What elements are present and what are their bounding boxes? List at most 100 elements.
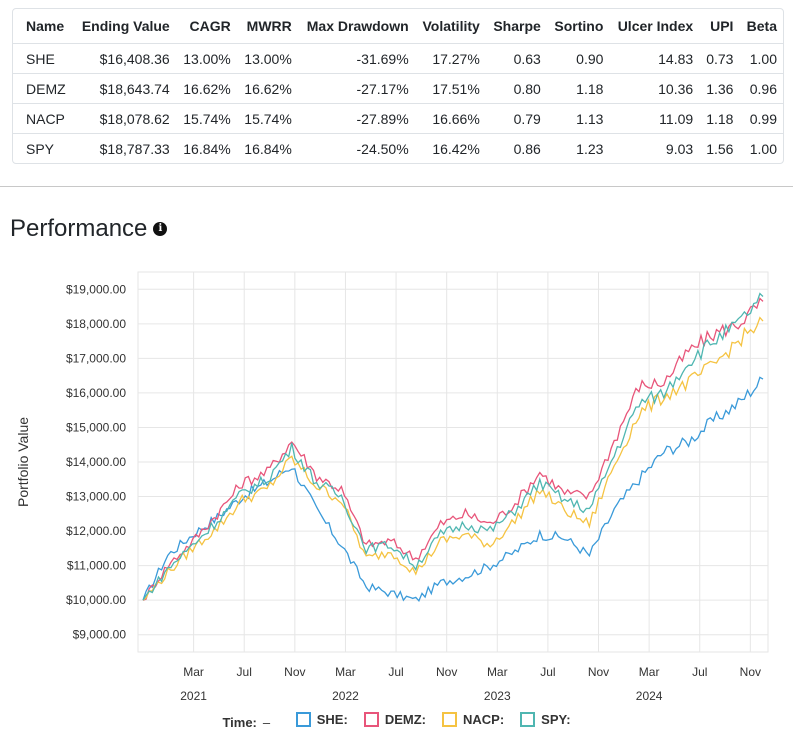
table-cell: 13.00% (236, 43, 298, 74)
info-circle-icon[interactable]: i (153, 222, 168, 236)
table-cell: 0.90 (546, 43, 610, 74)
x-tick-year-label: 2023 (484, 689, 511, 703)
y-tick-label: $17,000.00 (66, 351, 126, 365)
table-cell: NACP (13, 103, 74, 134)
table-cell: 16.62% (236, 73, 298, 104)
legend-series-list: SHE: DEMZ: NACP: SPY: (288, 712, 579, 730)
legend-time[interactable]: Time: – (222, 715, 276, 730)
table-cell: $18,078.62 (73, 103, 176, 134)
y-tick-label: $19,000.00 (66, 282, 126, 296)
y-tick-label: $16,000.00 (66, 386, 126, 400)
column-header[interactable]: Beta (746, 18, 777, 34)
column-header[interactable]: Volatility (422, 18, 480, 34)
legend-item-spy[interactable]: SPY: (520, 712, 571, 727)
x-tick-label: Mar (335, 665, 356, 679)
table-cell: 17.27% (414, 43, 486, 74)
table-cell: 1.36 (699, 73, 740, 104)
metrics-table-grid: Name Ending Value CAGR MWRR Max Drawdown Vola… (13, 9, 783, 163)
table-cell: 13.00% (175, 43, 237, 74)
table-row: SPY $18,787.33 16.84% 16.84% -24.50% 16.42% 0.… (13, 133, 783, 163)
series-line-demz (142, 297, 764, 601)
table-cell: $18,643.74 (73, 73, 176, 104)
series-line-nacp (142, 316, 764, 601)
legend-swatch (441, 712, 457, 727)
section-divider (0, 186, 793, 187)
table-row: NACP $18,078.62 15.74% 15.74% -27.89% 16.66% 0… (13, 103, 783, 134)
table-cell: 0.73 (699, 43, 740, 74)
page-title: Performance (10, 215, 148, 242)
table-cell: 16.84% (236, 133, 298, 163)
table-cell: 16.66% (414, 103, 486, 134)
x-tick-year-label: 2021 (180, 689, 207, 703)
legend-item-demz[interactable]: DEMZ: (363, 712, 426, 727)
x-tick-label: Nov (284, 665, 305, 679)
table-cell: DEMZ (13, 73, 74, 104)
table-cell: 10.36 (609, 73, 700, 104)
series-line-she (142, 376, 764, 602)
table-cell: 0.80 (485, 73, 547, 104)
column-header[interactable]: Ulcer Index (617, 18, 694, 34)
legend-item-nacp[interactable]: NACP: (441, 712, 505, 727)
table-cell: 0.63 (485, 43, 547, 74)
column-header[interactable]: Name (26, 18, 65, 34)
table-cell: 14.83 (609, 43, 700, 74)
column-header[interactable]: Max Drawdown (306, 18, 409, 34)
chart-legend: Time: – SHE: DEMZ: NACP: SPY: (0, 712, 793, 730)
table-body: SHE $16,408.36 13.00% 13.00% -31.69% 17.27% 0.… (13, 43, 783, 163)
table-cell: 1.23 (546, 133, 610, 163)
x-tick-label: Mar (183, 665, 204, 679)
legend-swatch (520, 712, 536, 727)
legend-item-she[interactable]: SHE: (295, 712, 348, 727)
legend-time-dash: – (262, 715, 271, 730)
x-tick-year-label: 2024 (636, 689, 663, 703)
column-header[interactable]: Sortino (554, 18, 604, 34)
y-tick-label: $13,000.00 (66, 490, 126, 504)
table-cell: -27.89% (297, 103, 415, 134)
section-heading: Performance i (10, 215, 168, 243)
legend-label: SHE: (316, 712, 348, 727)
table-cell: $16,408.36 (73, 43, 176, 74)
x-tick-label: Jul (237, 665, 252, 679)
column-header[interactable]: CAGR (189, 18, 231, 34)
table-cell: 1.56 (699, 133, 740, 163)
column-header[interactable]: Ending Value (81, 18, 170, 34)
table-cell: 0.86 (485, 133, 547, 163)
table-cell: 0.79 (485, 103, 547, 134)
legend-swatch (363, 712, 379, 727)
table-cell: 9.03 (609, 133, 700, 163)
legend-label: NACP: (462, 712, 505, 727)
series-line-spy (142, 292, 764, 601)
y-tick-label: $14,000.00 (66, 455, 126, 469)
x-tick-label: Jul (692, 665, 707, 679)
legend-time-label: Time: (222, 715, 257, 730)
table-cell: 1.18 (699, 103, 740, 134)
table-cell: 0.96 (739, 73, 783, 104)
x-tick-label: Mar (639, 665, 660, 679)
x-tick-label: Nov (588, 665, 609, 679)
table-cell: SPY (13, 133, 74, 163)
table-cell: -27.17% (297, 73, 415, 104)
legend-label: DEMZ: (384, 712, 426, 727)
y-tick-label: $11,000.00 (67, 559, 126, 573)
column-header[interactable]: Sharpe (493, 18, 541, 34)
y-tick-label: $15,000.00 (66, 420, 126, 434)
table-cell: 0.99 (739, 103, 783, 134)
table-cell: 16.42% (414, 133, 486, 163)
table-cell: 16.62% (175, 73, 237, 104)
table-cell: SHE (13, 43, 74, 74)
performance-chart: $9,000.00 $10,000.00 $11,000.00 $12,000.00 $… (15, 271, 769, 703)
column-header[interactable]: UPI (710, 18, 734, 34)
y-tick-label: $18,000.00 (66, 317, 126, 331)
table-cell: 1.00 (739, 133, 783, 163)
y-axis-label: Portfolio Value (15, 417, 31, 507)
x-tick-label: Jul (540, 665, 555, 679)
x-tick-year-label: 2022 (332, 689, 359, 703)
table-cell: 15.74% (236, 103, 298, 134)
y-tick-label: $10,000.00 (66, 593, 126, 607)
y-tick-label: $9,000.00 (73, 628, 127, 642)
legend-swatch (295, 712, 311, 727)
column-header[interactable]: MWRR (246, 18, 292, 34)
x-tick-label: Nov (436, 665, 457, 679)
x-tick-label: Nov (740, 665, 761, 679)
table-cell: 11.09 (609, 103, 700, 134)
